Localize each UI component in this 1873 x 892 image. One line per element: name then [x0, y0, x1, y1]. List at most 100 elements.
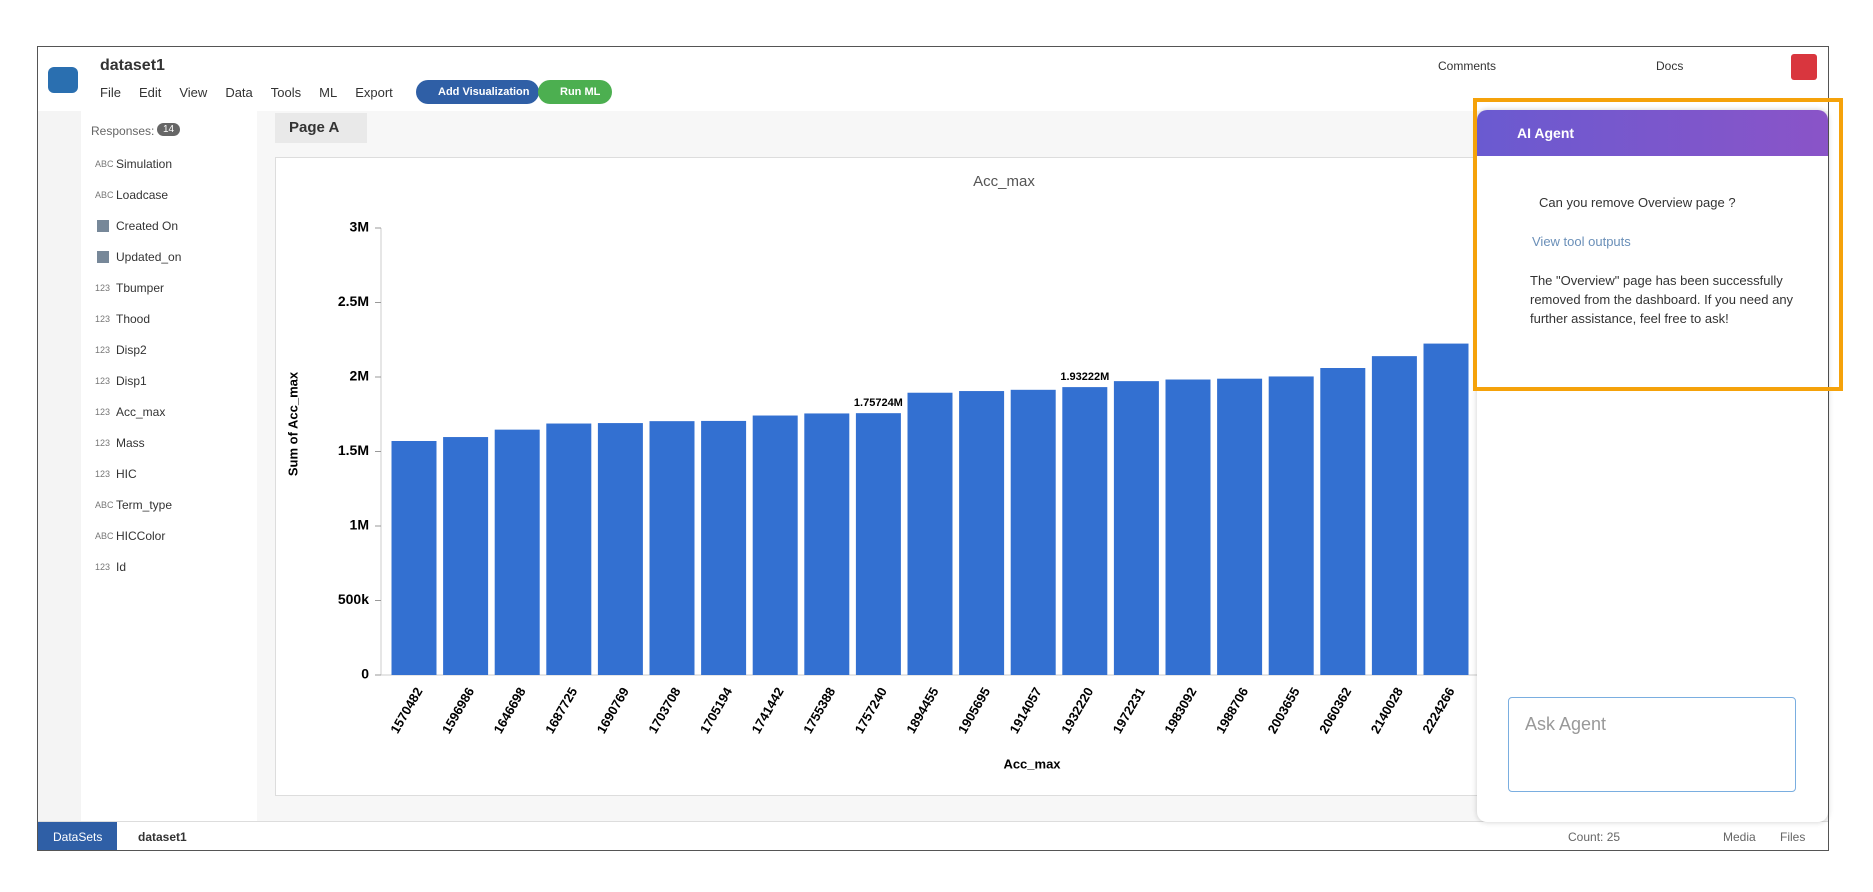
ask-input[interactable]: Ask Agent — [1508, 697, 1796, 792]
x-tick-label: 1596986 — [439, 685, 477, 736]
x-tick-label: 1690769 — [594, 685, 632, 736]
field-type: ABC — [95, 500, 114, 510]
field-name: Thood — [116, 312, 151, 326]
files-link[interactable]: Files — [1780, 830, 1806, 844]
media-link[interactable]: Media — [1723, 830, 1756, 844]
field-row[interactable]: 123 Mass — [81, 430, 257, 461]
x-tick-label: 2060362 — [1316, 685, 1354, 736]
field-name: Id — [116, 560, 127, 574]
data-label: 1.93222M — [1060, 371, 1109, 383]
field-row[interactable]: ABC Loadcase — [81, 182, 257, 213]
bar — [804, 413, 850, 675]
bar — [855, 413, 901, 675]
field-row[interactable]: 123 Id — [81, 554, 257, 585]
field-type: 123 — [95, 562, 111, 572]
ask-placeholder: Ask Agent — [1525, 714, 1607, 734]
menu-item[interactable]: ML — [319, 85, 338, 100]
datasets-tab[interactable]: DataSets — [38, 822, 118, 850]
field-type: 123 — [95, 438, 111, 448]
sidebar: Responses: 14 ABC Simulation ABC Loadcase Cr… — [81, 111, 258, 850]
field-type-icon — [97, 220, 109, 232]
field-row[interactable]: 123 Acc_max — [81, 399, 257, 430]
add-visualization-button[interactable]: Add Visualization — [416, 80, 540, 104]
bar — [1062, 387, 1108, 675]
field-name: Disp1 — [116, 374, 147, 388]
x-tick-label: 1914057 — [1006, 685, 1044, 736]
x-tick-label: 2224266 — [1419, 685, 1457, 736]
field-row[interactable]: 123 Tbumper — [81, 275, 257, 306]
menu-item[interactable]: View — [179, 85, 208, 100]
field-row[interactable]: 123 Disp1 — [81, 368, 257, 399]
field-type: 123 — [95, 407, 111, 417]
field-type: ABC — [95, 531, 114, 541]
y-tick-label: 500k — [338, 591, 369, 607]
page-tab[interactable]: Page A — [275, 113, 368, 143]
agent-header — [1477, 110, 1828, 156]
responses-count: 14 — [157, 123, 181, 136]
close-button[interactable] — [1791, 54, 1817, 80]
docs-button[interactable]: Docs — [1656, 59, 1684, 73]
x-tick-label: 1932220 — [1058, 685, 1096, 736]
field-type: 123 — [95, 283, 111, 293]
field-name: Disp2 — [116, 343, 147, 357]
field-name: Loadcase — [116, 188, 169, 202]
x-tick-label: 1894455 — [903, 685, 941, 736]
field-name: HIC — [116, 467, 137, 481]
menu-bar: File Edit View Data Tools ML Export — [100, 85, 393, 100]
field-row[interactable]: 123 Thood — [81, 306, 257, 337]
menu-item[interactable]: Data — [225, 85, 253, 100]
bar — [391, 440, 437, 675]
field-row[interactable]: ABC Simulation — [81, 151, 257, 182]
run-ml-button[interactable]: Run ML — [538, 80, 613, 104]
menu-item[interactable]: File — [100, 85, 121, 100]
x-tick-label: 1687725 — [542, 685, 580, 736]
bar — [546, 423, 592, 675]
y-axis-title: Sum of Acc_max — [285, 371, 300, 476]
field-row[interactable]: Created On — [81, 213, 257, 244]
x-tick-label: 1905695 — [955, 685, 993, 736]
field-row[interactable]: ABC HICColor — [81, 523, 257, 554]
field-type: 123 — [95, 314, 111, 324]
x-tick-label: 1703708 — [645, 685, 683, 736]
y-tick-label: 1M — [350, 517, 369, 533]
x-tick-label: 1646698 — [490, 685, 528, 736]
agent-panel: AI Agent Can you remove Overview page ? … — [1477, 110, 1828, 822]
bar — [1268, 376, 1314, 675]
x-tick-label: 1570482 — [387, 685, 425, 736]
footer: DataSets dataset1 Count: 25 Media Files — [38, 821, 1828, 850]
comments-button[interactable]: Comments — [1438, 59, 1497, 73]
bar — [1010, 389, 1056, 675]
menu-item[interactable]: Tools — [270, 85, 302, 100]
bar — [1217, 378, 1263, 675]
menu-item[interactable]: Export — [355, 85, 393, 100]
field-name: Acc_max — [116, 405, 166, 419]
field-type: ABC — [95, 190, 114, 200]
bar — [907, 392, 953, 675]
bar — [959, 391, 1005, 675]
field-type-icon — [97, 251, 109, 263]
x-tick-label: 1983092 — [1161, 685, 1199, 736]
bar — [1165, 379, 1211, 675]
field-row[interactable]: ABC Term_type — [81, 492, 257, 523]
menu-item[interactable]: Edit — [138, 85, 162, 100]
bar — [1371, 356, 1417, 675]
y-tick-label: 3M — [350, 219, 369, 235]
highlight-box — [1473, 98, 1843, 391]
bar — [1320, 368, 1366, 675]
x-tick-label: 1988706 — [1213, 685, 1251, 736]
bar — [1423, 343, 1469, 675]
x-tick-label: 2003655 — [1264, 685, 1302, 736]
x-tick-label: 1705194 — [697, 684, 736, 736]
bar — [649, 421, 695, 675]
field-row[interactable]: Updated_on — [81, 244, 257, 275]
field-name: Updated_on — [116, 250, 182, 264]
field-row[interactable]: 123 HIC — [81, 461, 257, 492]
x-tick-label: 1972231 — [1110, 685, 1148, 736]
bar — [1113, 381, 1159, 675]
field-row[interactable]: 123 Disp2 — [81, 337, 257, 368]
dataset-tab[interactable]: dataset1 — [138, 830, 187, 844]
tool-outputs-toggle[interactable]: View tool outputs — [1532, 234, 1631, 249]
x-tick-label: 1755388 — [800, 685, 838, 736]
bar — [443, 437, 489, 675]
